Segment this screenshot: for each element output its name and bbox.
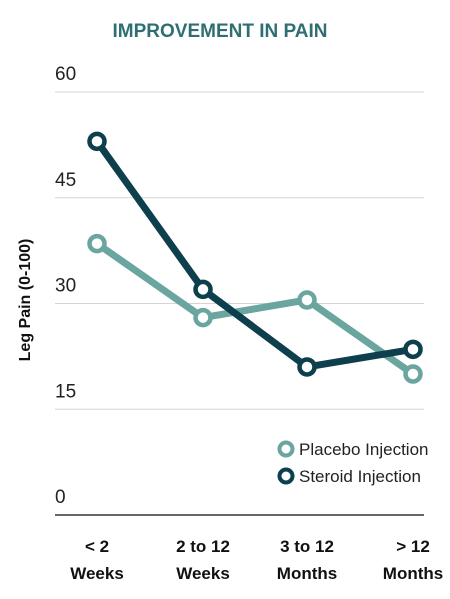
data-point-placebo: [297, 290, 317, 310]
chart-title: IMPROVEMENT IN PAIN: [113, 21, 328, 42]
grid-lines: [55, 91, 424, 516]
x-tick-label: 2 to 12: [176, 537, 230, 556]
data-point-placebo: [193, 307, 213, 328]
legend-label: Steroid Injection: [299, 467, 421, 486]
legend-label: Placebo Injection: [299, 440, 428, 459]
x-tick-label: > 12: [396, 537, 430, 556]
y-axis-ticks: 0 15 30 45 60: [55, 64, 76, 508]
series-points: [87, 131, 423, 384]
legend: Placebo Injection Steroid Injection: [277, 440, 428, 486]
y-tick-label: 15: [55, 381, 76, 402]
data-point-steroid: [297, 357, 317, 377]
data-point-placebo: [403, 364, 423, 384]
x-tick-label: Weeks: [70, 564, 124, 583]
series-lines: [93, 137, 417, 378]
x-tick-label: Months: [383, 564, 443, 583]
x-tick-label: Months: [277, 564, 337, 583]
x-axis-ticks: < 2 Weeks 2 to 12 Weeks 3 to 12 Months > 12 Mon…: [70, 537, 443, 583]
y-tick-label: 45: [55, 170, 76, 191]
data-point-steroid: [403, 339, 423, 360]
data-point-steroid: [193, 279, 213, 300]
data-point-steroid: [87, 131, 107, 152]
x-tick-label: 3 to 12: [280, 537, 334, 556]
data-point-placebo: [87, 233, 107, 254]
x-tick-label: < 2: [85, 537, 109, 556]
y-tick-label: 30: [55, 276, 76, 297]
y-tick-label: 60: [55, 64, 76, 85]
y-tick-label: 0: [55, 487, 66, 508]
series-line-placebo: [93, 240, 417, 378]
legend-marker: [277, 467, 295, 485]
y-axis-label: Leg Pain (0-100): [17, 239, 34, 362]
series-line-steroid: [93, 137, 417, 371]
x-tick-label: Weeks: [176, 564, 230, 583]
legend-marker: [277, 440, 295, 458]
